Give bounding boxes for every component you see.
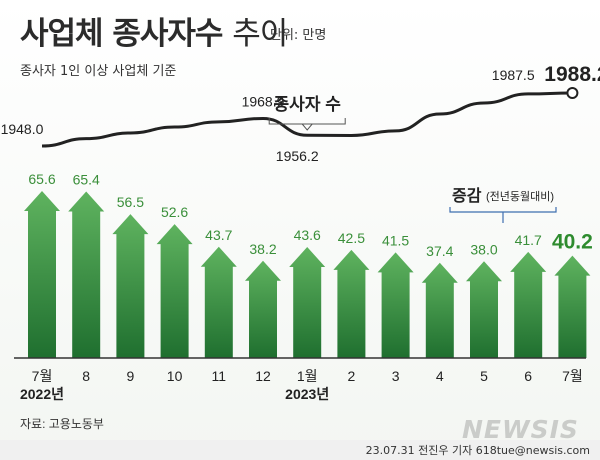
bar-arrow [510, 251, 547, 358]
bar-series-note: (전년동월대비) [486, 190, 554, 203]
x-tick-label: 5 [480, 368, 488, 384]
x-tick-label: 9 [127, 368, 135, 384]
bar-value-label: 52.6 [161, 204, 188, 220]
x-tick-label: 7월 [32, 368, 53, 384]
chart: 65.6 65.4 56.5 52.6 43.7 38.2 43.6 42.5 41.5 37.4… [1, 63, 600, 431]
line-end-marker [566, 87, 579, 99]
bar-value-label: 65.6 [28, 171, 55, 187]
line-series-bracket [268, 118, 346, 131]
x-tick-label: 11 [212, 368, 227, 384]
bar-value-label: 38.0 [470, 241, 497, 257]
bar-arrow [24, 191, 60, 358]
x-tick-label: 2 [348, 368, 356, 384]
source-label: 자료: 고용노동부 [20, 417, 104, 431]
bar-value-label: 38.2 [249, 241, 276, 257]
x-tick-label: 6 [524, 368, 532, 384]
bar-arrow [112, 214, 149, 358]
bar-value-label: 37.4 [426, 243, 453, 259]
bar-arrow [245, 260, 281, 358]
year-label: 2023년 [285, 386, 329, 402]
line-series-name: 종사자 수 [274, 95, 342, 114]
x-tick-label: 7월 [562, 368, 583, 384]
x-tick-label: 1월 [297, 368, 318, 384]
footer-bar [0, 440, 600, 460]
bar-arrow [200, 246, 237, 358]
line-value-label: 1948.0 [1, 121, 44, 137]
bar-value-label: 42.5 [338, 230, 365, 246]
line-value-label: 1968.9 [242, 93, 285, 109]
year-label: 2022년 [20, 386, 64, 402]
line-value-label: 1988.2 [544, 63, 600, 86]
bar-value-label: 40.2 [552, 231, 593, 254]
x-tick-label: 4 [436, 368, 444, 384]
bar-value-label: 43.7 [205, 227, 232, 243]
x-tick-label: 3 [392, 368, 400, 384]
bar-arrow [156, 224, 193, 358]
x-tick-label: 10 [167, 368, 183, 384]
x-tick-label: 8 [82, 368, 90, 384]
employee-count-line [41, 91, 573, 148]
line-value-label: 1987.5 [492, 67, 535, 83]
x-tick-label: 12 [255, 368, 271, 384]
bar-value-label: 41.5 [382, 232, 409, 248]
bar-value-label: 56.5 [117, 194, 144, 210]
bar-series-name: 증감 [452, 186, 482, 205]
bar-arrow [68, 191, 105, 358]
bar-arrow [466, 261, 502, 358]
title-bold: 사업체 종사자수 [20, 16, 223, 52]
bar-value-label: 65.4 [73, 172, 100, 188]
credit: 23.07.31 전진우 기자 618tue@newsis.com [365, 444, 590, 457]
unit-label: 단위: 만명 [270, 28, 327, 43]
bar-series-bracket [449, 207, 557, 223]
subtitle: 종사자 1인 이상 사업체 기준 [20, 64, 177, 79]
bar-arrow [377, 252, 414, 358]
page-title: 사업체 종사자수 추이 [20, 8, 288, 53]
title-light: 추이 [232, 16, 288, 52]
bar-arrow [554, 255, 591, 358]
line-value-label: 1956.2 [276, 148, 319, 164]
bar-value-label: 41.7 [515, 232, 542, 248]
bar-arrow [289, 247, 326, 358]
newsis-watermark: NEWSIS [462, 415, 579, 444]
bar-value-label: 43.6 [294, 227, 321, 243]
bar-arrow [333, 249, 370, 358]
bar-arrow [421, 262, 458, 358]
